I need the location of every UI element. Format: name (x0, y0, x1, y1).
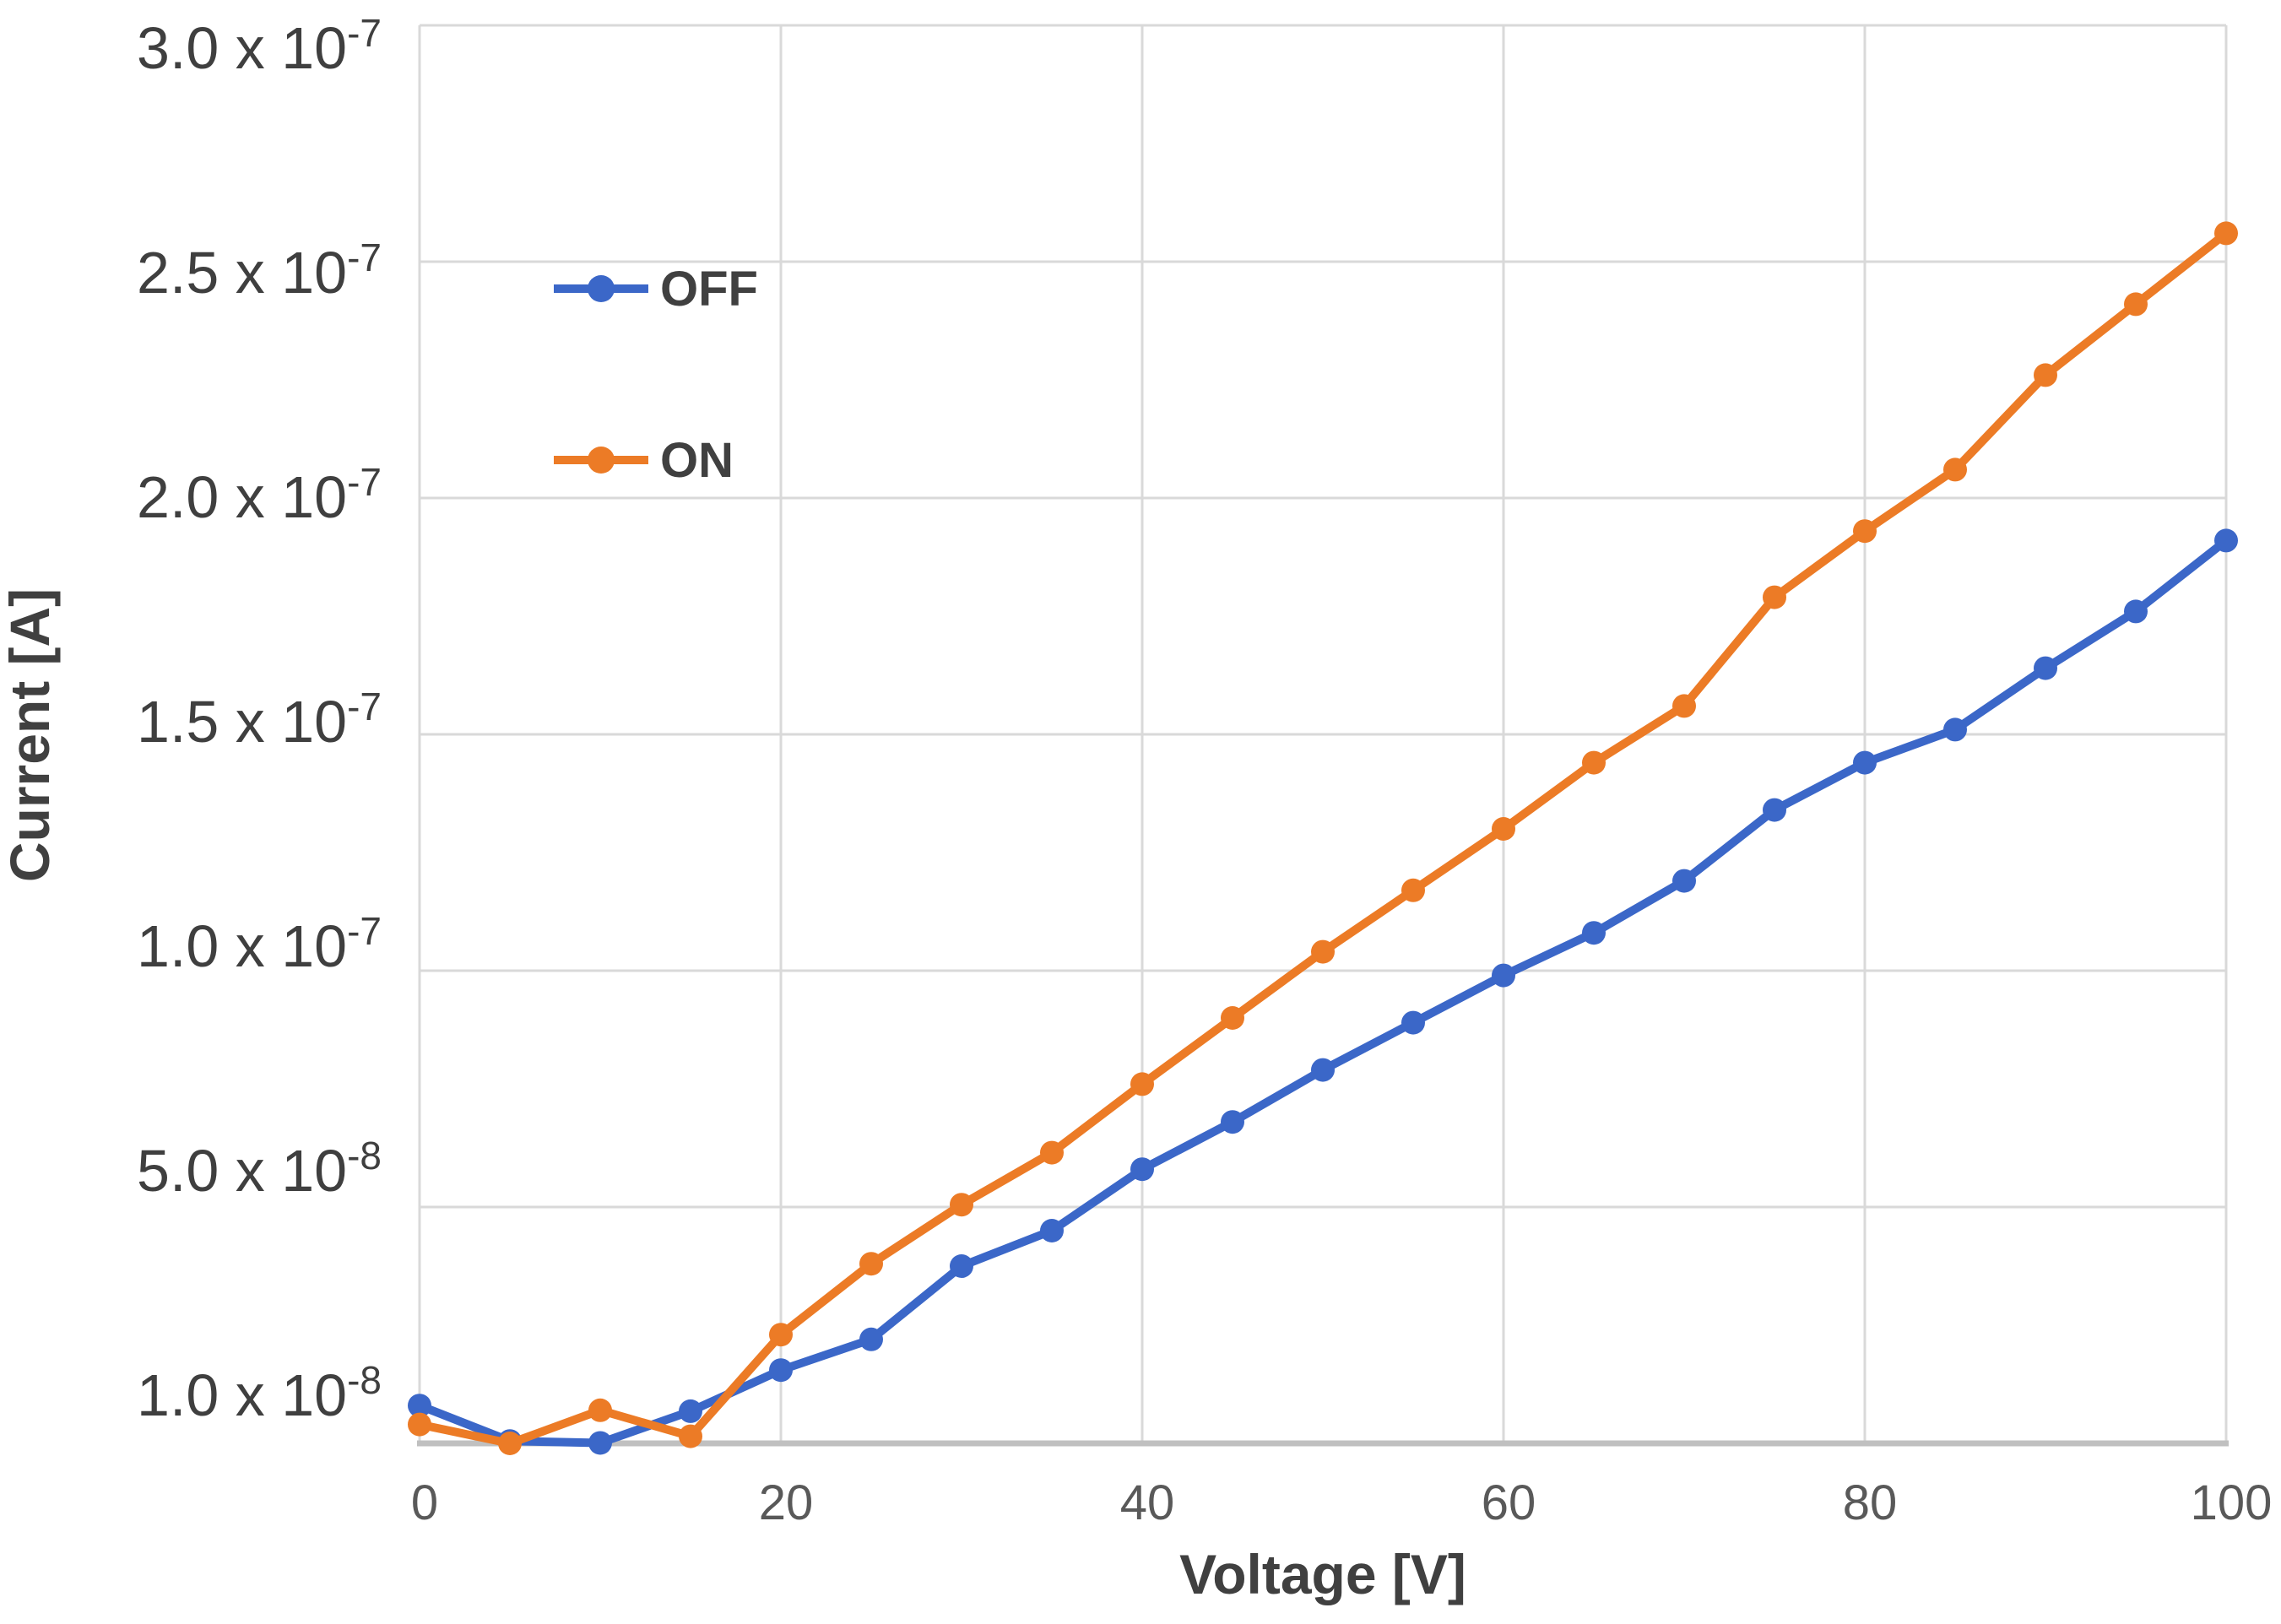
legend-item-off: OFF (554, 262, 758, 317)
x-tick-label: 20 (759, 1475, 814, 1530)
x-tick-labels: 0 20 40 60 80 100 (411, 1475, 2273, 1530)
data-point-on (2214, 221, 2238, 246)
x-tick-label: 0 (411, 1475, 438, 1530)
data-point-off (769, 1358, 793, 1383)
legend-item-on: ON (554, 433, 734, 488)
y-tick-label: 2.0 x 10-7 (137, 460, 382, 530)
data-point-on (1311, 939, 1335, 964)
data-point-off (2214, 528, 2238, 553)
data-point-off (1040, 1219, 1064, 1242)
data-point-off (408, 1394, 431, 1418)
series-line-on (415, 229, 2230, 1448)
data-point-off (1943, 717, 1967, 742)
y-axis-title: Current [A] (0, 588, 61, 882)
data-point-on (1401, 878, 1425, 902)
y-tick-label: 3.0 x 10-7 (137, 11, 382, 81)
y-tick-label: 1.5 x 10-7 (137, 685, 382, 755)
data-point-on (1221, 1006, 1244, 1030)
y-tick-label: 2.5 x 10-7 (137, 235, 382, 306)
data-point-on (1853, 519, 1877, 544)
legend-marker (588, 275, 615, 302)
legend-label: OFF (660, 262, 758, 317)
data-point-on (2034, 363, 2057, 387)
data-point-on (1943, 457, 1967, 482)
series-group (408, 221, 2238, 1455)
data-point-off (1311, 1058, 1335, 1082)
data-point-on (859, 1252, 883, 1276)
data-point-off (859, 1327, 883, 1351)
series-line-off (415, 536, 2230, 1448)
y-tick-label: 1.0 x 10-7 (137, 909, 382, 979)
series-off (408, 528, 2238, 1455)
data-point-on (1763, 585, 1786, 609)
data-point-on (1130, 1072, 1154, 1096)
data-point-on (1672, 694, 1696, 718)
data-point-off (1582, 921, 1606, 945)
data-point-on (950, 1193, 973, 1217)
data-point-on (2124, 292, 2148, 317)
x-tick-label: 40 (1120, 1475, 1175, 1530)
data-point-off (1492, 963, 1515, 988)
legend-label: ON (660, 433, 734, 488)
y-tick-labels: 3.0 x 10-7 2.5 x 10-7 2.0 x 10-7 1.5 x 10-7… (137, 11, 382, 1428)
data-point-off (1763, 798, 1786, 822)
data-point-off (2124, 599, 2148, 624)
x-tick-label: 100 (2191, 1475, 2273, 1530)
legend: OFF ON (554, 262, 758, 488)
data-point-off (679, 1399, 702, 1423)
data-point-on (588, 1398, 612, 1422)
data-point-off (1853, 750, 1877, 775)
data-point-on (769, 1323, 793, 1347)
gridlines (417, 24, 2229, 1447)
data-point-off (1221, 1110, 1244, 1134)
data-point-off (950, 1254, 973, 1278)
x-tick-label: 60 (1482, 1475, 1536, 1530)
data-point-off (588, 1431, 612, 1455)
legend-marker (588, 447, 615, 474)
data-point-on (679, 1424, 702, 1448)
data-point-off (1401, 1010, 1425, 1035)
y-tick-label: 1.0 x 10-8 (137, 1358, 382, 1428)
x-axis-title: Voltage [V] (1179, 1543, 1466, 1605)
data-point-on (1040, 1140, 1064, 1165)
data-point-off (2034, 656, 2057, 680)
x-tick-label: 80 (1843, 1475, 1898, 1530)
data-point-on (1492, 817, 1515, 841)
series-on (408, 221, 2238, 1455)
data-point-on (1582, 750, 1606, 775)
data-point-on (498, 1432, 522, 1455)
data-point-on (408, 1412, 431, 1437)
y-tick-label: 5.0 x 10-8 (137, 1134, 382, 1204)
data-point-off (1130, 1157, 1154, 1182)
data-point-off (1672, 869, 1696, 893)
